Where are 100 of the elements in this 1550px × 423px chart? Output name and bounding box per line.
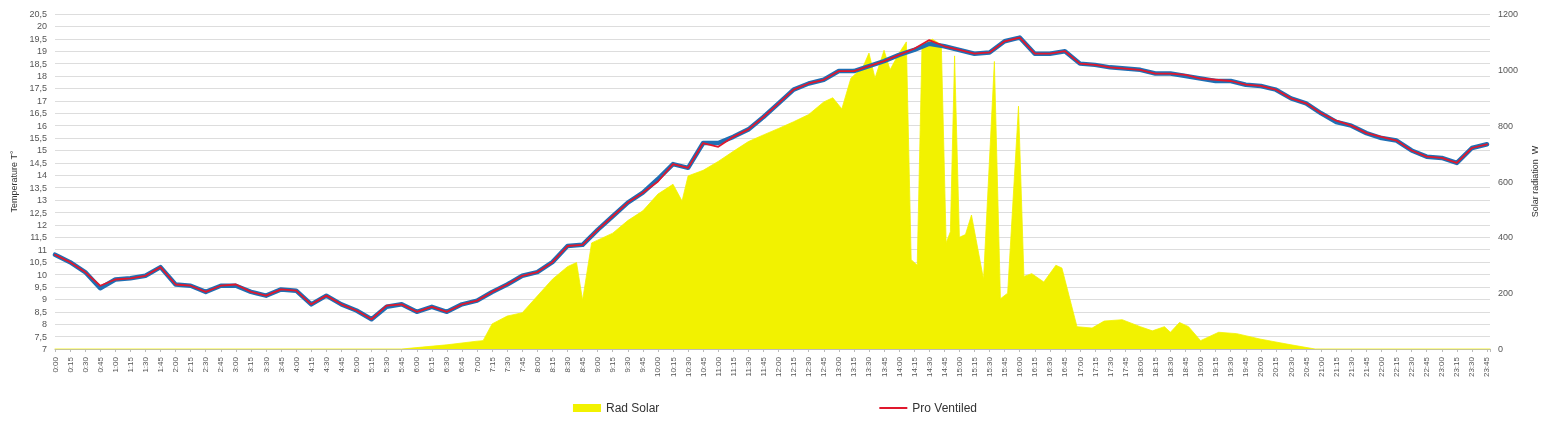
y-tick-label: 15	[36, 145, 47, 156]
x-tick-label: 17:30	[1105, 356, 1115, 378]
x-tick-label: 13:45	[879, 356, 889, 378]
y-tick-label: 16,5	[29, 108, 47, 119]
x-tick-label: 14:45	[939, 356, 949, 378]
x-tick-label: 9:30	[623, 356, 633, 373]
y-tick-label: 8	[41, 319, 47, 330]
x-tick-label: 19:00	[1196, 356, 1206, 378]
y-tick-label: 11,5	[30, 232, 47, 243]
y-tick-label: 14	[36, 170, 47, 181]
x-tick-label: 4:15	[306, 356, 316, 373]
x-tick-label: 20:45	[1301, 356, 1311, 378]
x-tick-label: 6:00	[412, 356, 422, 373]
y-tick-label: 18,5	[29, 58, 47, 69]
x-tick-label: 1:15	[125, 356, 135, 373]
y-tick-label: 15,5	[29, 133, 47, 144]
x-tick-label: 13:30	[864, 356, 874, 378]
x-tick-label: 13:15	[849, 356, 859, 378]
y-tick-label: 8,5	[34, 306, 47, 317]
x-tick-label: 3:15	[246, 356, 256, 373]
x-tick-label: 21:00	[1316, 356, 1326, 378]
x-tick-label: 5:45	[397, 356, 407, 373]
x-tick-label: 16:30	[1045, 356, 1055, 378]
x-tick-label: 2:45	[216, 356, 226, 373]
legend-label: Pro Ventiled	[912, 401, 978, 415]
x-tick-label: 12:15	[789, 356, 799, 378]
legend-label: Rad Solar	[605, 401, 660, 415]
x-tick-label: 14:15	[909, 356, 919, 378]
y-tick-label: 9,5	[34, 281, 47, 292]
x-tick-label: 14:00	[894, 356, 904, 378]
y2-tick-label: 400	[1498, 232, 1514, 243]
x-tick-label: 17:15	[1090, 356, 1100, 378]
x-tick-label: 9:00	[593, 356, 603, 373]
x-tick-label: 7:15	[487, 356, 497, 373]
y-tick-label: 10,5	[29, 257, 47, 268]
x-tick-label: 1:45	[156, 356, 166, 373]
x-tick-label: 21:15	[1331, 356, 1341, 378]
x-tick-label: 5:15	[367, 356, 377, 373]
x-tick-label: 11:30	[743, 356, 753, 377]
x-tick-label: 19:30	[1226, 356, 1236, 378]
x-tick-label: 19:45	[1241, 356, 1251, 378]
x-tick-label: 0:30	[80, 356, 90, 373]
x-tick-label: 8:30	[563, 356, 572, 373]
y-tick-label: 19,5	[29, 33, 47, 44]
x-tick-label: 22:00	[1376, 356, 1386, 378]
x-tick-label: 18:00	[1135, 356, 1145, 378]
y-tick-label: 13,5	[29, 182, 47, 193]
x-tick-label: 15:00	[954, 356, 964, 378]
x-tick-label: 1:30	[140, 356, 150, 373]
x-tick-label: 22:45	[1422, 356, 1432, 378]
x-tick-label: 11:15	[728, 356, 738, 377]
x-tick-label: 3:45	[276, 356, 286, 373]
x-tick-label: 23:15	[1452, 356, 1462, 378]
x-tick-label: 0:00	[50, 356, 60, 373]
x-tick-label: 14:30	[924, 356, 934, 378]
x-tick-label: 20:00	[1256, 356, 1266, 378]
x-tick-label: 12:00	[774, 356, 784, 378]
x-tick-label: 15:15	[969, 356, 979, 378]
x-tick-label: 8:15	[547, 356, 557, 373]
y2-tick-label: 800	[1498, 120, 1514, 131]
y-tick-label: 14,5	[29, 157, 47, 168]
x-tick-label: 2:30	[201, 356, 211, 373]
x-tick-label: 15:30	[985, 356, 995, 378]
x-tick-label: 8:45	[578, 356, 588, 373]
y-tick-label: 12,5	[29, 207, 47, 218]
y-tick-label: 17	[36, 95, 47, 106]
x-tick-label: 18:45	[1181, 356, 1191, 378]
x-tick-label: 19:15	[1211, 356, 1221, 378]
y2-axis-title: Solar radiation W	[1529, 145, 1540, 218]
x-tick-label: 7:30	[502, 356, 512, 373]
x-tick-label: 11:00	[713, 356, 723, 377]
x-tick-label: 21:45	[1361, 356, 1371, 378]
y-axis-title: Temperature T°	[9, 150, 20, 213]
y-tick-label: 16	[36, 120, 47, 131]
x-tick-label: 9:15	[608, 356, 618, 373]
y2-tick-label: 1000	[1498, 64, 1519, 75]
x-tick-label: 4:30	[321, 356, 331, 373]
x-tick-label: 11:45	[758, 356, 768, 377]
x-tick-label: 6:15	[427, 356, 437, 373]
y-tick-label: 19	[36, 46, 47, 57]
x-tick-label: 17:45	[1120, 356, 1130, 378]
x-tick-label: 20:30	[1286, 356, 1296, 378]
x-tick-label: 10:45	[698, 356, 708, 378]
x-tick-label: 23:00	[1437, 356, 1447, 378]
y2-tick-label: 600	[1498, 176, 1514, 187]
x-tick-label: 6:30	[442, 356, 452, 373]
x-tick-label: 20:15	[1271, 356, 1281, 378]
y-tick-label: 9	[41, 294, 47, 305]
y-tick-label: 11	[37, 244, 47, 255]
x-tick-label: 0:45	[95, 356, 105, 373]
x-tick-label: 12:30	[804, 356, 814, 378]
x-tick-label: 2:00	[171, 356, 181, 373]
y2-tick-label: 200	[1498, 288, 1514, 299]
x-tick-label: 21:30	[1346, 356, 1356, 378]
x-tick-label: 17:00	[1075, 356, 1085, 378]
x-tick-label: 4:00	[291, 356, 301, 373]
x-tick-label: 18:30	[1165, 356, 1175, 378]
y-tick-label: 13	[36, 195, 47, 206]
x-tick-label: 15:45	[1000, 356, 1010, 378]
x-tick-label: 0:15	[65, 356, 75, 373]
